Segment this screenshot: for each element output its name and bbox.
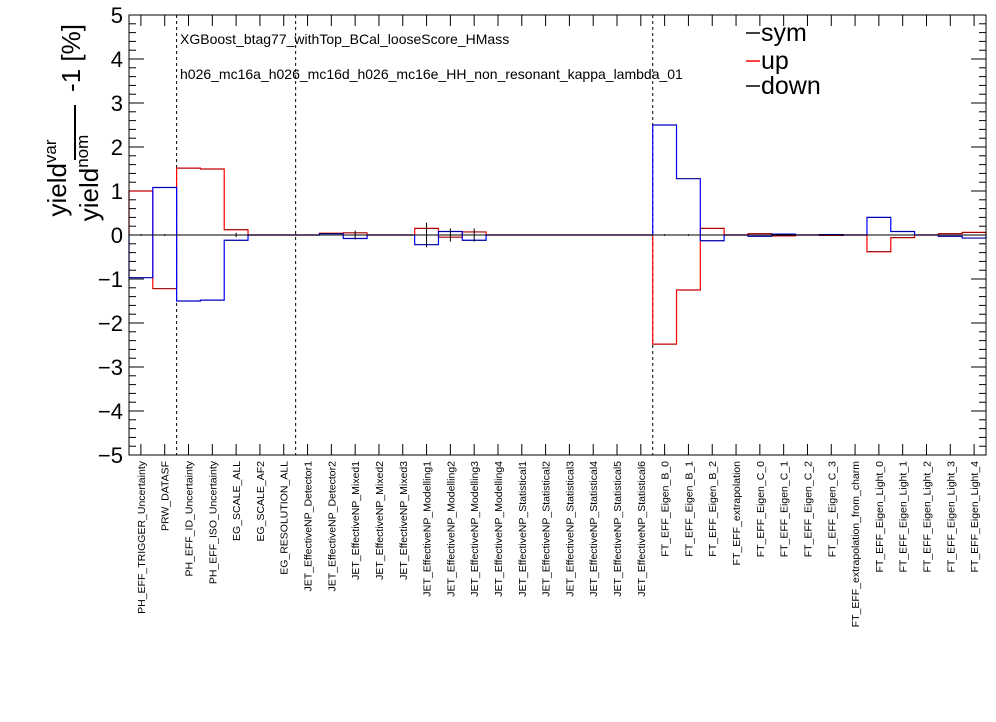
legend: sym up down <box>746 19 821 100</box>
y-tick-label: 5 <box>111 3 123 28</box>
x-category-label: JET_EffectiveNP_Statistical5 <box>612 461 624 597</box>
y-tick-label: 3 <box>111 91 123 116</box>
legend-label-down: down <box>761 72 821 100</box>
y-tick-label: −2 <box>98 311 123 336</box>
y-title-suffix: -1 [%] <box>56 24 86 92</box>
x-category-label: PRW_DATASF <box>160 461 172 531</box>
x-category-label: FT_EFF_Eigen_Light_2 <box>921 461 933 573</box>
x-category-label: JET_EffectiveNP_Mixed3 <box>398 461 410 580</box>
y-tick-label: 4 <box>111 47 123 72</box>
x-category-label: JET_EffectiveNP_Statistical2 <box>541 461 553 597</box>
axes: 5 4 3 2 1 0 −1 −2 −3 −4 −5 PH_EFF_TRIGGER_Uncertain… <box>98 3 986 627</box>
y-title-denominator: yieldnom <box>73 135 104 222</box>
x-category-label: JET_EffectiveNP_Modelling1 <box>422 461 434 597</box>
x-category-label: JET_EffectiveNP_Mixed2 <box>374 461 386 580</box>
x-category-label: JET_EffectiveNP_Detector2 <box>326 461 338 592</box>
x-category-label: FT_EFF_Eigen_B_1 <box>683 461 695 557</box>
x-category-label: JET_EffectiveNP_Detector1 <box>303 461 315 592</box>
histograms <box>128 124 987 345</box>
legend-label-sym: sym <box>761 19 807 47</box>
x-category-label: JET_EffectiveNP_Modelling2 <box>445 461 457 597</box>
x-category-label: JET_EffectiveNP_Statistical3 <box>564 461 576 597</box>
y-tick-label: −1 <box>98 267 123 292</box>
x-category-label: PH_EFF_ISO_Uncertainty <box>207 460 219 584</box>
x-category-label: FT_EFF_extrapolation_from_charm <box>850 461 862 628</box>
x-category-label: EG_SCALE_ALL <box>231 461 243 541</box>
y-tick-label: −3 <box>98 355 123 380</box>
x-category-label: EG_RESOLUTION_ALL <box>279 461 291 575</box>
y-tick-label: −4 <box>98 399 123 424</box>
x-category-label: JET_EffectiveNP_Modelling3 <box>469 461 481 597</box>
x-category-label: FT_EFF_Eigen_C_1 <box>779 461 791 557</box>
y-tick-label: 0 <box>111 223 123 248</box>
x-category-label: JET_EffectiveNP_Statistical6 <box>636 461 648 597</box>
annotation-line-1: XGBoost_btag77_withTop_BCal_looseScore_H… <box>180 31 509 47</box>
annotation-line-2: h026_mc16a_h026_mc16d_h026_mc16e_HH_non_… <box>180 66 683 82</box>
x-category-label: JET_EffectiveNP_Modelling4 <box>493 461 505 597</box>
x-category-label: FT_EFF_Eigen_C_2 <box>802 461 814 557</box>
legend-label-up: up <box>761 47 789 75</box>
x-category-label: FT_EFF_Eigen_B_2 <box>707 461 719 557</box>
plot-frame <box>128 14 987 456</box>
y-tick-label: −5 <box>98 443 123 468</box>
x-category-label: PH_EFF_TRIGGER_Uncertainty <box>136 460 148 614</box>
x-category-label: FT_EFF_Eigen_B_0 <box>660 461 672 557</box>
x-category-label: FT_EFF_Eigen_Light_0 <box>874 461 886 573</box>
x-category-label: FT_EFF_Eigen_C_0 <box>755 461 767 557</box>
x-category-label: JET_EffectiveNP_Statistical4 <box>588 461 600 597</box>
x-category-label: FT_EFF_Eigen_Light_4 <box>969 461 981 573</box>
x-category-label: JET_EffectiveNP_Mixed1 <box>350 461 362 580</box>
x-category-label: PH_EFF_ID_Uncertainty <box>184 460 196 576</box>
y-tick-label: 1 <box>111 179 123 204</box>
y-tick-label: 2 <box>111 135 123 160</box>
y-axis-title: yieldvar yieldnom -1 [%] <box>41 24 104 221</box>
x-category-label: FT_EFF_extrapolation <box>731 461 743 566</box>
y-title-numerator: yieldvar <box>41 139 72 216</box>
x-category-label: EG_SCALE_AF2 <box>255 461 267 542</box>
x-category-label: FT_EFF_Eigen_C_3 <box>826 461 838 557</box>
x-category-label: FT_EFF_Eigen_Light_3 <box>945 461 957 573</box>
x-category-label: JET_EffectiveNP_Statistical1 <box>517 461 529 597</box>
x-category-label: FT_EFF_Eigen_Light_1 <box>898 461 910 573</box>
